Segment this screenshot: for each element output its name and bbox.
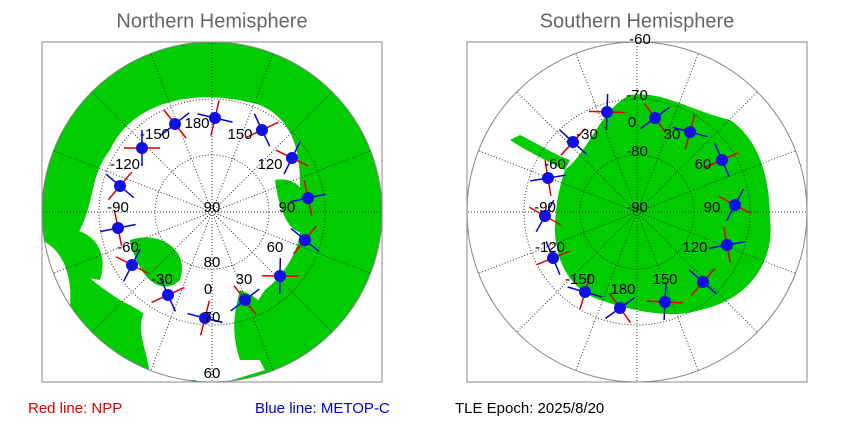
- graticule-label: -60: [117, 239, 139, 256]
- graticule-label: -80: [626, 143, 648, 160]
- satellite-dot: [274, 270, 286, 282]
- graticule-label: 180: [610, 281, 635, 298]
- satellite-dot: [542, 172, 554, 184]
- graticule-label: 90: [204, 199, 221, 216]
- graticule-label: 0: [204, 281, 212, 298]
- satellite-dot: [286, 152, 298, 164]
- graticule-label: -60: [629, 31, 651, 48]
- graticule-label: -120: [535, 239, 565, 256]
- graticule-label: -70: [626, 87, 648, 104]
- graticule-label: 90: [279, 199, 296, 216]
- panel-title: Southern Hemisphere: [540, 10, 735, 32]
- satellite-dot: [697, 276, 709, 288]
- graticule-label: -90: [107, 199, 129, 216]
- satellite-dot: [162, 289, 174, 301]
- graticule-label: 30: [664, 126, 681, 143]
- satellite-dot: [601, 106, 613, 118]
- satellite-dot: [299, 234, 311, 246]
- satellite-markers: [100, 93, 752, 336]
- satellite-dot: [716, 154, 728, 166]
- graticule-label: 180: [184, 115, 209, 132]
- satellite-dot: [302, 192, 314, 204]
- satellite-dot: [567, 136, 579, 148]
- satellite-dot: [659, 296, 671, 308]
- graticule-label: 60: [204, 365, 221, 382]
- satellite-dot: [729, 199, 741, 211]
- graticule-label: 150: [227, 126, 252, 143]
- panel-title: Northern Hemisphere: [116, 10, 307, 32]
- graticule-label: -30: [151, 271, 173, 288]
- satellite-dot: [239, 294, 251, 306]
- legend-npp: Red line: NPP: [28, 400, 122, 417]
- satellite-dot: [649, 112, 661, 124]
- satellite-dot: [136, 142, 148, 154]
- graticule-label: -150: [140, 126, 170, 143]
- satellite-dot: [539, 210, 551, 222]
- graticule-label: -90: [626, 199, 648, 216]
- tle-epoch: TLE Epoch: 2025/8/20: [455, 400, 604, 417]
- satellite-dot: [199, 312, 211, 324]
- graticule-label: 70: [204, 309, 221, 326]
- legend-metop: Blue line: METOP-C: [255, 400, 390, 417]
- satellite-dot: [126, 259, 138, 271]
- satellite-dot: [256, 124, 268, 136]
- graticule-label: 80: [204, 254, 221, 271]
- graticule-label: 60: [695, 156, 712, 173]
- graticule-label: -30: [576, 126, 598, 143]
- satellite-dot: [547, 252, 559, 264]
- graticule-label: -60: [544, 156, 566, 173]
- graticule-label: -90: [534, 199, 556, 216]
- graticule-label: -120: [110, 156, 140, 173]
- satellite-dot: [684, 126, 696, 138]
- satellite-dot: [579, 286, 591, 298]
- satellite-dot: [614, 302, 626, 314]
- graticule-label: 150: [652, 271, 677, 288]
- graticule-label: 30: [236, 271, 253, 288]
- satellite-dot: [721, 239, 733, 251]
- graticule-label: 90: [704, 199, 721, 216]
- satellite-dot: [169, 118, 181, 130]
- satellite-dot: [112, 222, 124, 234]
- graticule-labels: -150 180 150 -120 120 -90 90 90 -60 60 80 -30 30 0 70 6…: [107, 31, 720, 382]
- graticule-label: 120: [682, 239, 707, 256]
- satellite-dot: [209, 112, 221, 124]
- graticule-label: -150: [565, 271, 595, 288]
- graticule-label: 120: [257, 156, 282, 173]
- graticule-label: 60: [267, 239, 284, 256]
- graticule-label: 0: [628, 114, 636, 131]
- satellite-dot: [114, 180, 126, 192]
